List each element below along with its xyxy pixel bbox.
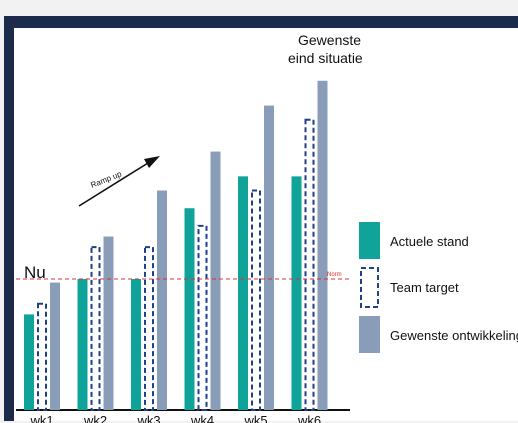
x-tick-label-wk3: wk3 xyxy=(136,413,160,423)
legend-swatch-gewenste-ontwikkeling xyxy=(359,316,380,353)
bar-gewenste-ontwikkeling-wk2 xyxy=(103,236,114,410)
annotation-now: Nu xyxy=(24,263,46,282)
bar-gewenste-ontwikkeling-wk4 xyxy=(210,151,221,410)
bar-actuele-stand-wk2 xyxy=(77,279,88,410)
legend-swatch-actuele-stand xyxy=(359,222,380,259)
legend-label-actuele-stand: Actuele stand xyxy=(390,234,469,249)
ramp-up-arrow-head xyxy=(144,156,160,168)
x-tick-label-wk6: wk6 xyxy=(297,413,321,423)
bar-actuele-stand-wk1 xyxy=(24,314,34,410)
bar-team-target-wk4 xyxy=(197,224,208,411)
bar-gewenste-ontwikkeling-wk5 xyxy=(264,105,274,410)
x-tick-label-wk1: wk1 xyxy=(29,413,53,423)
bar-team-target-wk2 xyxy=(90,246,101,411)
bar-actuele-stand-wk6 xyxy=(291,176,302,410)
bar-gewenste-ontwikkeling-wk1 xyxy=(50,282,60,410)
bar-team-target-wk1 xyxy=(37,302,47,411)
bar-team-target-wk5 xyxy=(251,189,261,411)
x-tick-label-wk2: wk2 xyxy=(83,413,107,423)
norm-label: Norm xyxy=(327,272,342,278)
bar-actuele-stand-wk5 xyxy=(238,176,248,410)
bars-group xyxy=(24,80,328,411)
x-tick-label-wk4: wk4 xyxy=(190,413,214,423)
bar-team-target-wk3 xyxy=(144,246,154,411)
bar-gewenste-ontwikkeling-wk6 xyxy=(317,80,328,410)
bar-actuele-stand-wk4 xyxy=(184,208,195,410)
tick-labels-group: wk1 wk2 wk3 wk4 wk5 wk6 xyxy=(29,413,321,423)
legend-swatch-team-target xyxy=(360,267,379,308)
legend-label-gewenste-ontwikkeling: Gewenste ontwikkeling xyxy=(390,328,518,343)
bar-gewenste-ontwikkeling-wk3 xyxy=(157,190,167,410)
annotation-goal-line2: eind situatie xyxy=(288,50,363,66)
x-tick-label-wk5: wk5 xyxy=(243,413,267,423)
annotation-goal-line1: Gewenste xyxy=(298,32,361,48)
bar-actuele-stand-wk3 xyxy=(131,279,141,410)
legend: Actuele stand Team target Gewenste ontwi… xyxy=(359,222,518,353)
bar-team-target-wk6 xyxy=(304,118,315,411)
ramp-up-arrow-line xyxy=(78,162,149,207)
legend-label-team-target: Team target xyxy=(390,280,459,295)
